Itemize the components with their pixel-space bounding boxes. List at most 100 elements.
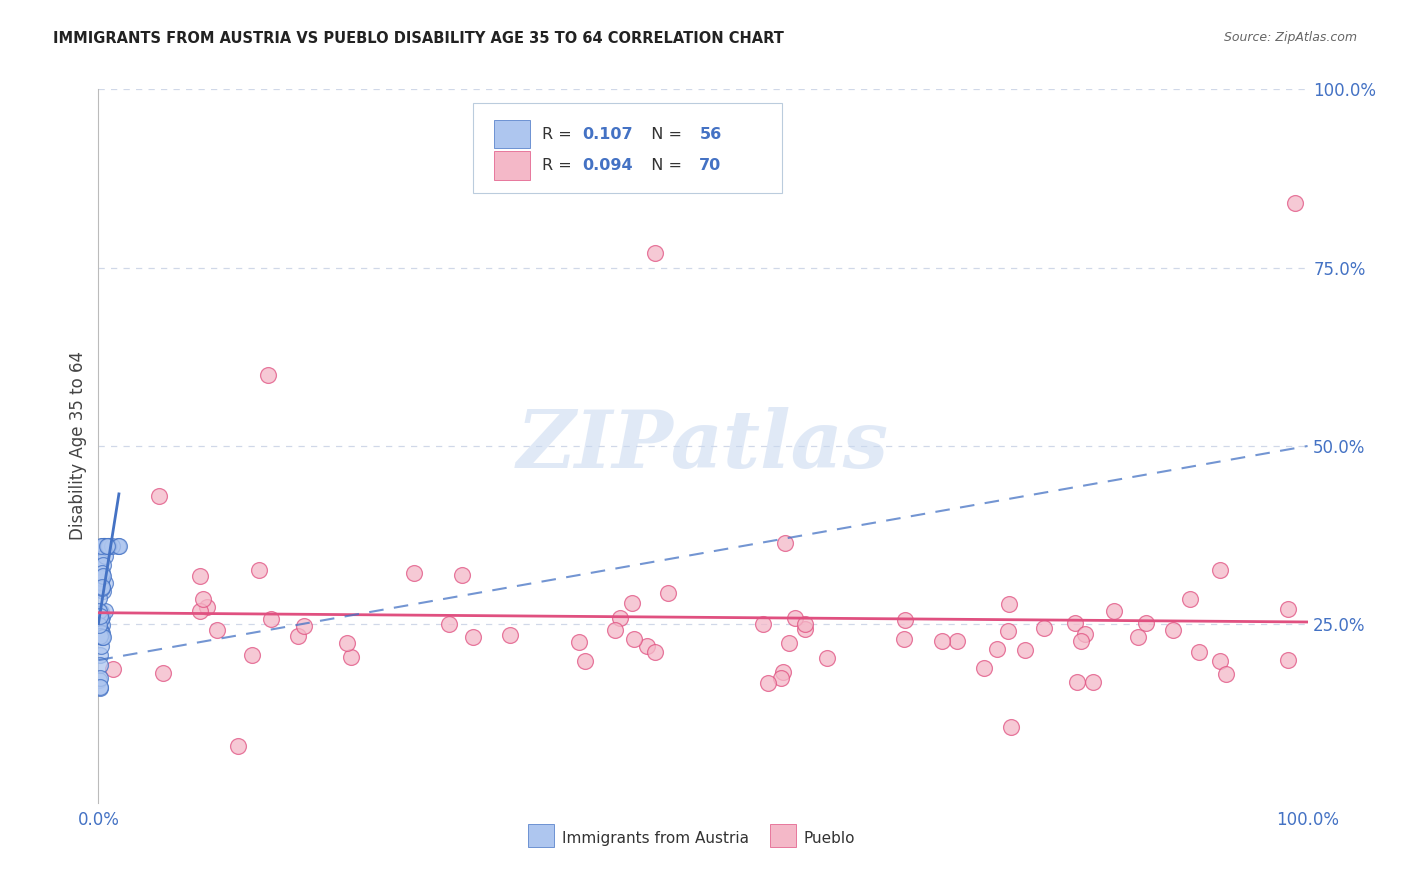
Point (90, 618, 112, 632)
Point (769, 671, 792, 685)
Point (89, 629, 111, 643)
Point (793, 617, 815, 632)
Point (1070, 633, 1092, 648)
Point (148, 489, 170, 503)
Point (94, 539, 117, 553)
Point (90, 639, 112, 653)
Point (90, 605, 112, 619)
Point (1215, 666, 1237, 681)
Point (152, 665, 174, 680)
Point (97, 539, 120, 553)
Point (1277, 653, 1299, 667)
Point (91, 539, 114, 553)
Point (568, 634, 591, 648)
Point (91, 558, 114, 572)
Point (89, 609, 111, 624)
Point (240, 648, 263, 663)
Point (93, 603, 115, 617)
Point (89, 605, 111, 619)
Point (90, 625, 112, 640)
Point (101, 539, 124, 553)
Point (89, 681, 111, 695)
Point (657, 585, 679, 599)
Point (89, 622, 111, 636)
Point (644, 246, 666, 260)
Point (1209, 563, 1232, 577)
Point (772, 665, 794, 679)
Point (89, 673, 111, 688)
Point (91, 584, 114, 599)
Point (1209, 654, 1232, 668)
Point (91, 630, 114, 644)
Point (1081, 674, 1104, 689)
Point (893, 632, 915, 646)
Text: R =: R = (543, 127, 576, 142)
Point (623, 632, 645, 646)
Point (1188, 645, 1211, 659)
Point (773, 535, 796, 549)
Point (91, 580, 114, 594)
Point (287, 629, 309, 643)
Point (1033, 621, 1056, 635)
Point (90, 546, 112, 560)
Point (1277, 601, 1299, 615)
Point (339, 649, 361, 664)
Point (90, 555, 112, 569)
Point (91, 539, 114, 553)
Point (997, 624, 1019, 638)
Point (191, 592, 214, 607)
Point (609, 611, 631, 625)
Point (89, 629, 111, 643)
Point (778, 636, 800, 650)
Point (96, 539, 118, 553)
Text: N =: N = (641, 158, 688, 173)
Point (620, 596, 643, 610)
FancyBboxPatch shape (527, 824, 554, 847)
Y-axis label: Disability Age 35 to 64: Disability Age 35 to 64 (69, 351, 87, 541)
Point (89, 680, 111, 694)
Text: 56: 56 (699, 127, 721, 142)
Point (931, 634, 953, 648)
Point (292, 619, 315, 633)
Point (107, 539, 129, 553)
Point (93, 539, 115, 553)
Point (91, 545, 114, 559)
Point (87, 618, 110, 632)
Point (1178, 592, 1201, 607)
Point (1161, 623, 1184, 637)
Point (752, 616, 775, 631)
Text: Pueblo: Pueblo (803, 831, 855, 846)
Point (1135, 615, 1157, 630)
Text: 0.094: 0.094 (582, 158, 633, 173)
Point (256, 368, 278, 382)
Point (1128, 630, 1150, 644)
Point (336, 635, 359, 649)
Point (89, 581, 111, 595)
Point (205, 624, 228, 638)
Point (93, 549, 115, 563)
Text: IMMIGRANTS FROM AUSTRIA VS PUEBLO DISABILITY AGE 35 TO 64 CORRELATION CHART: IMMIGRANTS FROM AUSTRIA VS PUEBLO DISABI… (53, 31, 785, 46)
Point (90, 626, 112, 640)
Point (91, 568, 114, 582)
Point (1014, 643, 1036, 657)
Point (90, 571, 112, 585)
Text: Source: ZipAtlas.com: Source: ZipAtlas.com (1223, 31, 1357, 45)
FancyBboxPatch shape (769, 824, 796, 847)
Point (93, 539, 115, 553)
Text: N =: N = (641, 127, 688, 142)
Point (785, 611, 807, 625)
FancyBboxPatch shape (494, 120, 530, 148)
FancyBboxPatch shape (474, 103, 782, 193)
Point (603, 624, 626, 638)
Point (108, 539, 131, 553)
Point (437, 617, 460, 632)
Point (1284, 196, 1306, 211)
Point (90, 612, 112, 626)
Point (636, 639, 658, 653)
Point (499, 628, 522, 642)
Point (1064, 616, 1087, 631)
Point (98, 539, 121, 553)
Point (1074, 627, 1097, 641)
Point (574, 654, 596, 668)
Point (89, 648, 111, 662)
